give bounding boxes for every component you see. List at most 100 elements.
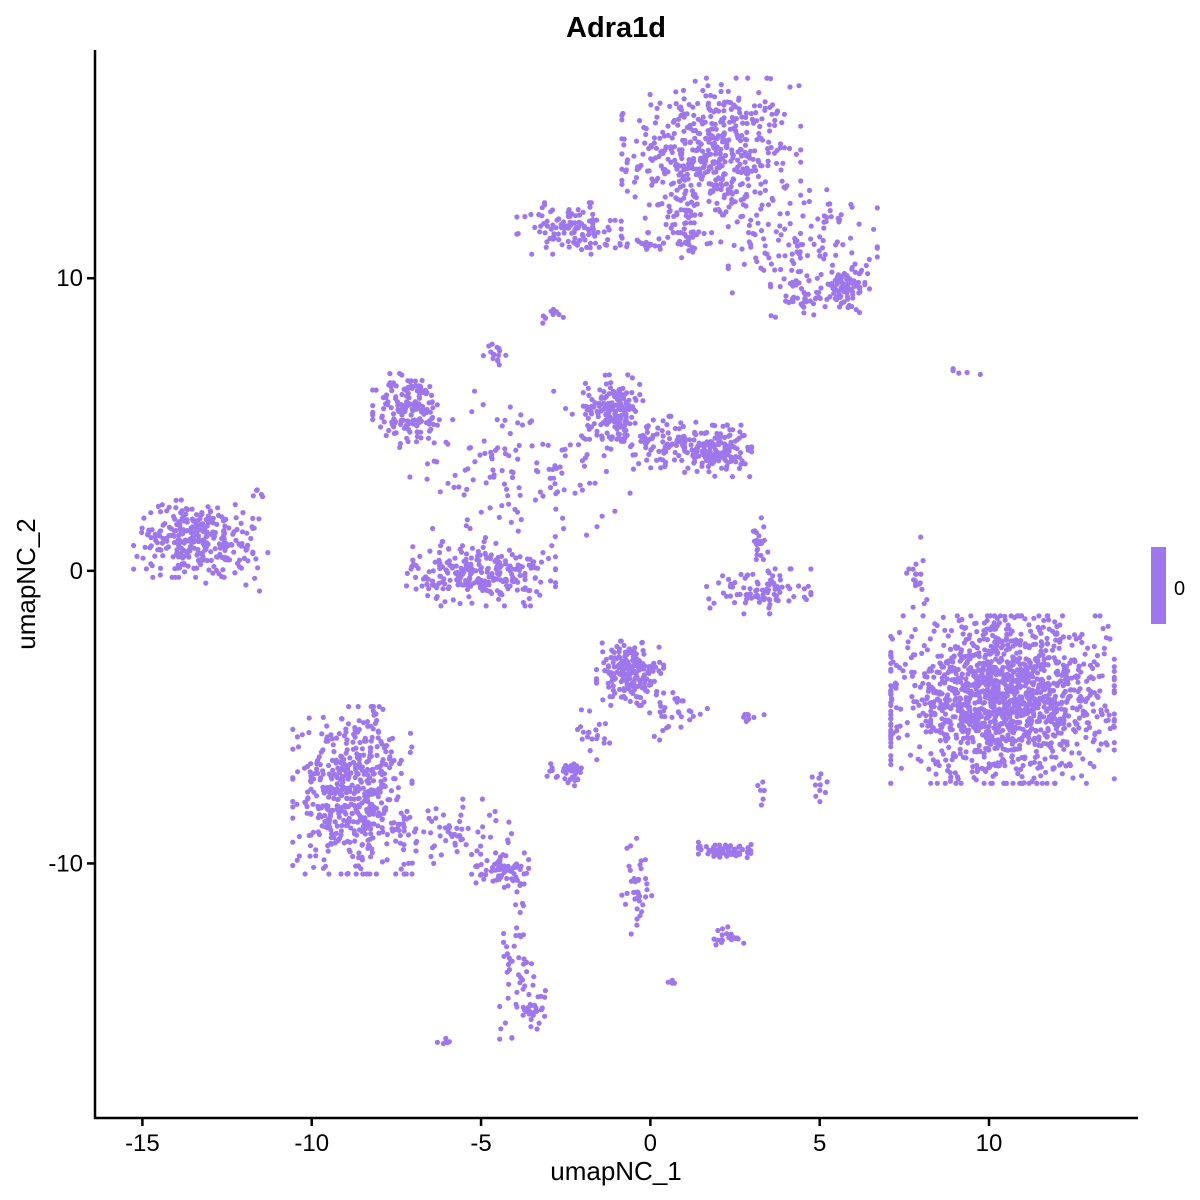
data-point <box>513 933 519 939</box>
data-point <box>646 451 652 458</box>
data-point <box>427 548 433 554</box>
data-point <box>675 709 682 715</box>
data-point <box>516 485 522 491</box>
data-point <box>208 549 214 555</box>
data-point <box>376 810 382 816</box>
data-point <box>423 420 430 426</box>
data-point <box>641 651 647 657</box>
data-point <box>1002 703 1008 709</box>
data-point <box>488 349 494 355</box>
data-point <box>401 828 407 834</box>
data-point <box>369 850 375 856</box>
data-point <box>465 825 471 832</box>
data-point <box>165 544 171 550</box>
data-point <box>325 848 331 854</box>
data-point <box>622 649 629 655</box>
data-point <box>648 102 654 108</box>
data-point <box>716 108 722 114</box>
data-point <box>963 695 969 701</box>
data-point <box>603 393 610 399</box>
data-point <box>666 436 673 442</box>
data-point <box>821 213 828 219</box>
data-point <box>660 179 666 185</box>
data-point <box>459 826 465 832</box>
data-point <box>1070 705 1076 711</box>
data-point <box>388 384 394 390</box>
data-point <box>338 754 344 760</box>
data-point <box>182 569 188 575</box>
data-point <box>716 580 722 586</box>
data-point <box>437 489 443 495</box>
data-point <box>414 429 420 435</box>
data-point <box>370 708 376 714</box>
data-point <box>765 202 772 208</box>
data-point <box>996 762 1003 769</box>
data-point <box>524 969 530 975</box>
data-point <box>751 103 758 109</box>
data-point <box>406 395 412 401</box>
data-point <box>517 909 523 916</box>
data-point <box>712 121 718 127</box>
data-point <box>719 182 725 189</box>
data-point <box>493 557 499 563</box>
data-point <box>314 793 320 799</box>
data-point <box>615 416 621 422</box>
data-point <box>991 737 997 743</box>
data-point <box>711 844 717 850</box>
data-point <box>338 828 344 834</box>
data-point <box>371 771 377 777</box>
data-point <box>512 578 519 584</box>
data-point <box>725 190 731 196</box>
data-point <box>497 1003 503 1010</box>
data-point <box>481 438 487 444</box>
data-point <box>176 574 182 580</box>
data-point <box>678 420 684 426</box>
data-point <box>244 530 250 536</box>
data-point <box>458 837 464 843</box>
data-point <box>542 994 548 1000</box>
data-point <box>458 812 464 818</box>
data-point <box>395 822 401 829</box>
data-point <box>950 753 956 759</box>
data-point <box>239 529 246 535</box>
data-point <box>378 738 384 745</box>
data-point <box>894 728 900 734</box>
data-point <box>1021 756 1028 762</box>
data-point <box>958 717 964 723</box>
data-point <box>457 600 463 607</box>
data-point <box>469 871 475 877</box>
data-point <box>709 126 715 132</box>
data-point <box>721 195 727 201</box>
data-point <box>730 443 736 449</box>
data-point <box>835 272 842 278</box>
data-point <box>982 647 988 653</box>
data-point <box>482 535 489 541</box>
data-point <box>366 780 372 786</box>
data-point <box>1111 747 1117 753</box>
data-point <box>713 126 719 132</box>
data-point <box>709 460 715 467</box>
data-point <box>963 676 969 682</box>
data-point <box>592 480 598 486</box>
data-point <box>754 552 760 558</box>
data-point <box>387 797 393 803</box>
data-point <box>376 704 382 710</box>
data-point <box>449 563 455 569</box>
data-point <box>649 176 655 182</box>
data-point <box>311 864 317 870</box>
data-point <box>404 816 410 822</box>
data-point <box>389 419 395 425</box>
data-point <box>685 465 691 471</box>
data-point <box>607 740 613 746</box>
data-point <box>252 575 258 581</box>
data-point <box>339 776 345 782</box>
data-point <box>849 250 855 256</box>
data-point <box>405 418 411 424</box>
data-point <box>542 1013 548 1019</box>
data-point <box>446 558 452 564</box>
data-point <box>193 574 199 580</box>
data-point <box>685 201 691 207</box>
data-point <box>754 547 760 553</box>
data-point <box>589 397 595 403</box>
data-point <box>370 409 376 415</box>
